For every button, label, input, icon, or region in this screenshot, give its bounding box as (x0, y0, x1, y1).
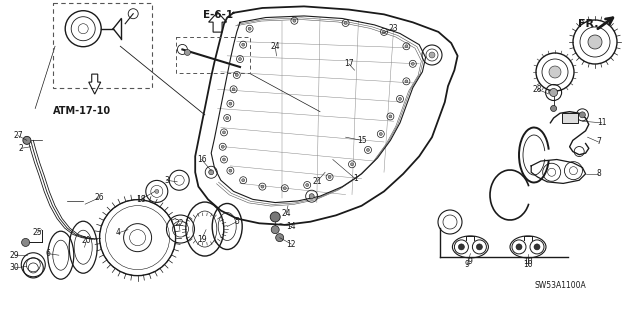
Text: 6: 6 (45, 249, 51, 258)
Circle shape (239, 57, 241, 61)
Circle shape (223, 131, 225, 134)
Circle shape (242, 43, 244, 46)
Circle shape (516, 244, 522, 250)
Text: 30: 30 (10, 263, 20, 272)
Text: 18: 18 (136, 195, 145, 204)
Circle shape (261, 185, 264, 188)
Text: 5: 5 (234, 217, 239, 226)
Circle shape (276, 234, 284, 242)
Circle shape (23, 136, 31, 145)
Circle shape (309, 194, 314, 199)
Text: 21: 21 (312, 177, 321, 186)
Circle shape (236, 73, 238, 77)
Circle shape (226, 116, 228, 120)
Text: 19: 19 (196, 235, 207, 244)
Circle shape (22, 238, 29, 247)
Text: 1: 1 (353, 174, 358, 183)
Text: 4: 4 (116, 228, 121, 237)
Text: 9: 9 (468, 257, 473, 266)
Text: 27: 27 (13, 131, 23, 140)
Text: 9: 9 (465, 260, 470, 269)
Text: 20: 20 (81, 236, 92, 245)
Text: 22: 22 (175, 219, 184, 228)
Circle shape (458, 244, 465, 250)
Circle shape (549, 66, 561, 78)
Text: 29: 29 (10, 251, 20, 260)
Circle shape (351, 163, 353, 166)
Circle shape (223, 158, 225, 161)
Circle shape (270, 212, 280, 222)
Circle shape (209, 170, 214, 175)
Circle shape (284, 187, 286, 190)
Text: ATM-17-10: ATM-17-10 (53, 106, 111, 116)
Text: E-6-1: E-6-1 (202, 10, 233, 20)
Circle shape (306, 183, 308, 187)
Text: 3: 3 (164, 176, 169, 185)
Circle shape (429, 52, 435, 58)
Circle shape (389, 115, 392, 118)
Text: 24: 24 (270, 42, 280, 51)
Circle shape (367, 148, 369, 152)
Text: 23: 23 (388, 24, 399, 33)
Text: 26: 26 (94, 193, 104, 202)
Text: FR.: FR. (578, 19, 598, 29)
Circle shape (328, 175, 331, 179)
Text: 16: 16 (196, 155, 207, 164)
Text: 12: 12 (287, 240, 296, 249)
Circle shape (412, 62, 414, 65)
Circle shape (248, 27, 251, 30)
Circle shape (399, 97, 401, 100)
Text: 24: 24 (281, 209, 291, 218)
Text: 8: 8 (596, 169, 601, 178)
Circle shape (476, 244, 483, 250)
Circle shape (232, 88, 235, 91)
Circle shape (242, 179, 244, 182)
Circle shape (405, 80, 408, 83)
Circle shape (579, 112, 586, 118)
Circle shape (293, 19, 296, 22)
Circle shape (550, 88, 557, 97)
Circle shape (271, 226, 279, 234)
Circle shape (229, 169, 232, 172)
Circle shape (380, 132, 382, 136)
Text: 25: 25 (32, 228, 42, 237)
Text: 11: 11 (597, 118, 606, 127)
Circle shape (221, 145, 224, 148)
Text: 14: 14 (286, 222, 296, 231)
Text: SW53A1100A: SW53A1100A (534, 281, 586, 290)
Text: 2: 2 (19, 144, 24, 153)
Text: 15: 15 (356, 136, 367, 145)
Circle shape (155, 189, 159, 193)
Circle shape (383, 30, 385, 33)
Circle shape (534, 244, 540, 250)
Circle shape (588, 35, 602, 49)
Text: 10: 10 (523, 260, 533, 269)
Text: 17: 17 (344, 59, 354, 68)
Circle shape (229, 102, 232, 105)
Circle shape (184, 49, 191, 56)
Text: 7: 7 (596, 137, 601, 146)
Text: 28: 28 (533, 85, 542, 94)
Text: 10: 10 (523, 257, 533, 266)
Bar (562, 113, 578, 123)
Circle shape (405, 45, 408, 48)
Circle shape (550, 106, 557, 111)
Circle shape (344, 21, 347, 25)
